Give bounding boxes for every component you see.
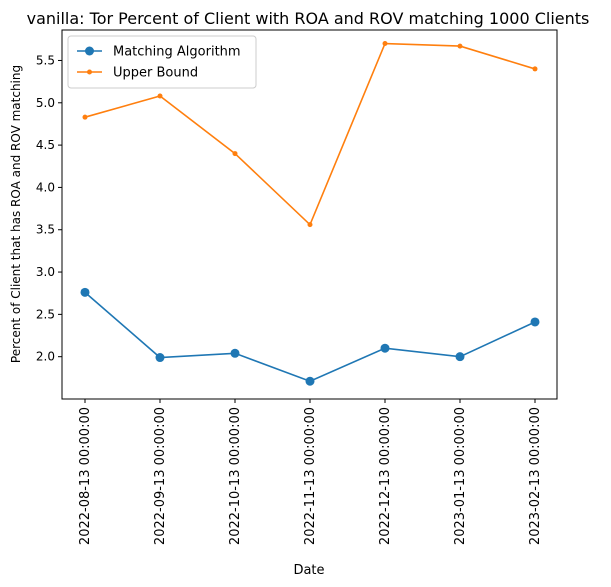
plot-frame	[61, 29, 558, 400]
data-point-upper-bound	[82, 114, 88, 120]
x-axis-label: Date	[293, 563, 324, 578]
x-tick-label: 2022-10-13 00:00:00	[228, 407, 243, 545]
y-tick-label: 4.5	[36, 138, 55, 152]
y-tick-label: 3.0	[36, 265, 55, 279]
data-point-upper-bound	[532, 66, 538, 72]
chart-title: vanilla: Tor Percent of Client with ROA …	[27, 9, 590, 28]
data-point-matching-algorithm	[305, 376, 315, 386]
data-point-matching-algorithm	[380, 343, 390, 353]
data-point-upper-bound	[157, 93, 163, 99]
y-tick-label: 2.0	[36, 350, 55, 364]
legend-label-upper-bound: Upper Bound	[113, 66, 198, 81]
legend-marker-upper-bound	[87, 69, 92, 75]
x-tick-label: 2022-11-13 00:00:00	[303, 407, 318, 545]
y-tick-label: 3.5	[36, 223, 55, 237]
plot-area: 2.0 2.5 3.0 3.5 4.0 4.5 5.0 5.5 2022-08-13 00:0…	[36, 29, 558, 545]
data-point-matching-algorithm	[155, 353, 165, 363]
x-tick-label: 2023-02-13 00:00:00	[528, 407, 543, 545]
data-point-upper-bound	[382, 41, 388, 47]
series-line-matching-algorithm	[84, 291, 536, 383]
x-tick-label: 2022-09-13 00:00:00	[153, 407, 168, 545]
x-tick-label: 2023-01-13 00:00:00	[453, 407, 468, 545]
y-tick-label: 2.5	[36, 307, 55, 321]
x-tick-label: 2022-12-13 00:00:00	[378, 407, 393, 545]
legend: Matching Algorithm Upper Bound	[67, 35, 257, 89]
legend-frame	[67, 35, 257, 89]
y-tick-label: 5.0	[36, 96, 55, 110]
data-point-matching-algorithm	[230, 348, 240, 358]
data-point-upper-bound	[457, 43, 463, 49]
data-point-matching-algorithm	[80, 287, 90, 297]
data-point-matching-algorithm	[455, 352, 465, 362]
legend-marker-matching	[85, 46, 94, 56]
y-axis-label: Percent of Client that has ROA and ROV m…	[9, 65, 23, 363]
x-axis: 2022-08-13 00:00:00 2022-09-13 00:00:00 20…	[78, 399, 543, 545]
y-axis: 2.0 2.5 3.0 3.5 4.0 4.5 5.0 5.5	[36, 53, 62, 364]
series-layer	[80, 41, 540, 386]
y-tick-label: 5.5	[36, 53, 55, 67]
x-tick-label: 2022-08-13 00:00:00	[78, 407, 93, 545]
legend-label-matching: Matching Algorithm	[113, 45, 241, 60]
data-point-matching-algorithm	[530, 317, 540, 327]
y-tick-label: 4.0	[36, 180, 55, 194]
data-point-upper-bound	[232, 151, 238, 157]
data-point-upper-bound	[307, 222, 313, 228]
